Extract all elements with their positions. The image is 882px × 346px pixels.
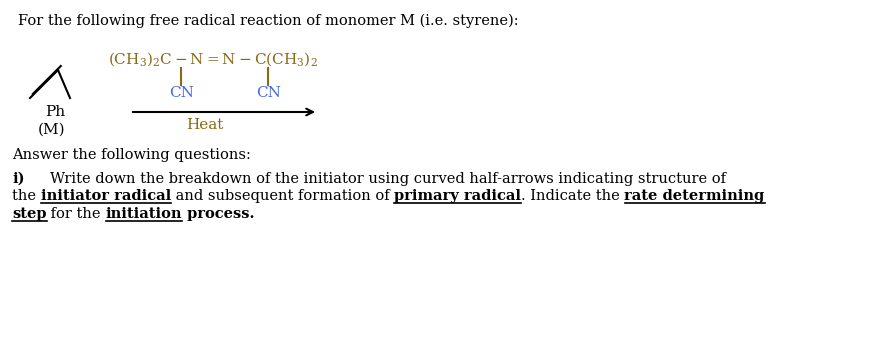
Text: CN: CN (256, 86, 280, 100)
Text: and subsequent formation of: and subsequent formation of (171, 189, 394, 203)
Text: $\mathregular{(CH_3)_2C-N=N-C(CH_3)_2}$: $\mathregular{(CH_3)_2C-N=N-C(CH_3)_2}$ (108, 50, 318, 68)
Text: process.: process. (182, 207, 255, 221)
Text: the: the (12, 189, 41, 203)
Text: CN: CN (169, 86, 194, 100)
Text: Ph: Ph (45, 105, 65, 119)
Text: rate determining: rate determining (624, 189, 765, 203)
Text: for the: for the (47, 207, 106, 221)
Text: Write down the breakdown of the initiator using curved half-arrows indicating st: Write down the breakdown of the initiato… (50, 172, 726, 186)
Text: For the following free radical reaction of monomer M (i.e. styrene):: For the following free radical reaction … (18, 14, 519, 28)
Text: . Indicate the: . Indicate the (521, 189, 624, 203)
Text: initiation: initiation (106, 207, 182, 221)
Text: Heat: Heat (186, 118, 224, 132)
Text: Answer the following questions:: Answer the following questions: (12, 148, 250, 162)
Text: step: step (12, 207, 47, 221)
Text: primary radical: primary radical (394, 189, 521, 203)
Text: i): i) (12, 172, 25, 186)
Text: initiator radical: initiator radical (41, 189, 171, 203)
Text: (M): (M) (38, 123, 65, 137)
